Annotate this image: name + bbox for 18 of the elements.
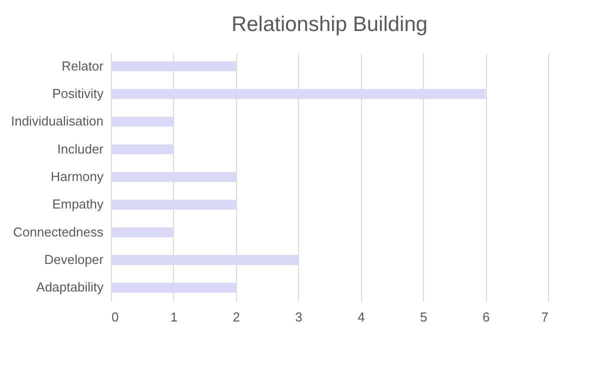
x-tick-label: 6 — [482, 310, 490, 324]
chart-title: Relationship Building — [231, 13, 428, 36]
x-tick-label: 1 — [170, 310, 178, 324]
x-tick-label: 0 — [112, 310, 119, 324]
x-tick-label: 5 — [420, 310, 428, 324]
y-tick-label: Individualisation — [10, 114, 104, 129]
y-tick-label: Adaptability — [36, 280, 104, 295]
y-tick-label: Relator — [62, 58, 104, 74]
x-tick-label: 3 — [295, 310, 302, 324]
x-tick-label: 4 — [358, 310, 365, 324]
x-tick-label: 2 — [232, 310, 240, 324]
y-tick-label: Includer — [57, 141, 104, 156]
x-tick-label: 7 — [541, 310, 548, 324]
y-tick-label: Connectedness — [13, 224, 104, 240]
y-tick-label: Developer — [44, 252, 104, 268]
y-tick-label: Empathy — [52, 196, 104, 212]
y-tick-label: Harmony — [50, 169, 104, 184]
y-tick-label: Positivity — [52, 86, 104, 101]
